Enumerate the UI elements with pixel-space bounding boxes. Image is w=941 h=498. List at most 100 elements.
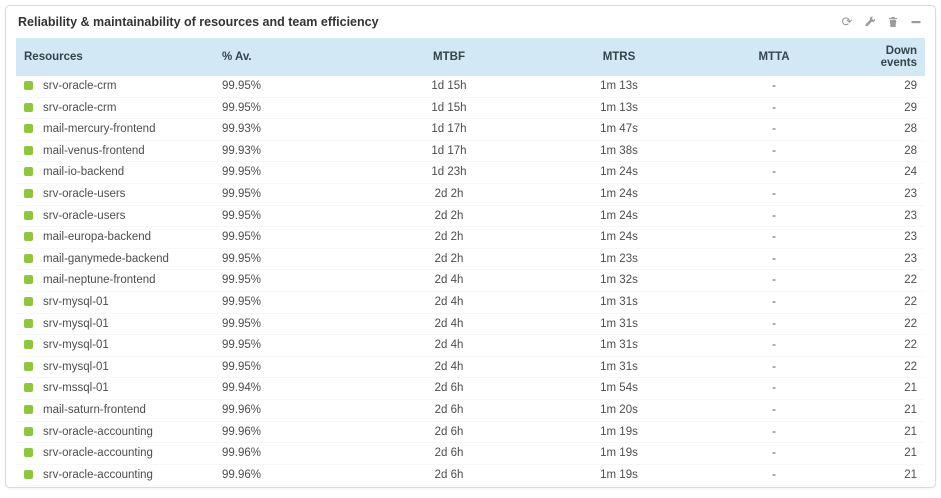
mtrs-cell: 1m 20s	[534, 399, 704, 422]
down-events-cell: 28	[844, 118, 925, 141]
mtbf-cell: 2d 6h	[364, 464, 534, 487]
widget-actions: ⟳	[840, 15, 923, 29]
down-events-cell: 22	[844, 313, 925, 336]
resource-name: mail-ganymede-backend	[43, 252, 169, 265]
availability-cell: 99.95%	[214, 226, 364, 249]
mtta-cell: -	[704, 442, 844, 465]
resource-cell: mail-mercury-frontend	[16, 118, 214, 141]
down-events-cell: 21	[844, 399, 925, 422]
availability-cell: 99.95%	[214, 183, 364, 206]
mtrs-cell: 1m 24s	[534, 205, 704, 228]
mtbf-cell: 2d 4h	[364, 356, 534, 379]
availability-cell: 99.96%	[214, 464, 364, 487]
table-row: mail-mercury-frontend 99.93% 1d 17h 1m 4…	[16, 118, 925, 141]
mtta-cell: -	[704, 485, 844, 487]
down-events-cell: 22	[844, 269, 925, 292]
mtbf-cell: 1d 17h	[364, 140, 534, 163]
availability-cell: 99.96%	[214, 399, 364, 422]
resource-cell: mail-io-backend	[16, 161, 214, 184]
mtrs-cell: 1m 24s	[534, 183, 704, 206]
column-header-mtta: MTTA	[704, 38, 844, 76]
status-ok-icon	[24, 383, 33, 393]
column-header-mtbf: MTBF	[364, 38, 534, 76]
resource-cell: mail-venus-frontend	[16, 140, 214, 163]
down-events-cell: 21	[844, 464, 925, 487]
resource-cell: srv-mysql-01	[16, 356, 214, 379]
down-events-cell: 23	[844, 248, 925, 271]
mtta-cell: -	[704, 248, 844, 271]
mtta-cell: -	[704, 377, 844, 400]
table-row: mail-neptune-frontend 99.95% 2d 4h 1m 32…	[16, 269, 925, 292]
table-row: srv-mssql-01 99.94% 2d 6h 1m 54s - 21	[16, 377, 925, 400]
status-ok-icon	[24, 253, 33, 263]
wrench-icon[interactable]	[863, 15, 877, 29]
resource-name: srv-oracle-crm	[43, 101, 117, 114]
table-row: mail-venus-frontend 99.93% 1d 17h 1m 38s…	[16, 140, 925, 163]
mtbf-cell: 2d 2h	[364, 183, 534, 206]
availability-cell: 99.93%	[214, 140, 364, 163]
mtta-cell: -	[704, 421, 844, 444]
down-events-cell: 23	[844, 183, 925, 206]
column-header-down-events: Down events	[844, 38, 925, 76]
collapse-icon[interactable]	[909, 15, 923, 29]
mtta-cell: -	[704, 183, 844, 206]
availability-cell: 99.95%	[214, 97, 364, 120]
trash-icon[interactable]	[886, 15, 900, 29]
mtbf-cell: 2d 2h	[364, 226, 534, 249]
mtrs-cell: 1m 24s	[534, 226, 704, 249]
availability-cell: 99.95%	[214, 356, 364, 379]
down-events-cell: 21	[844, 377, 925, 400]
mtta-cell: -	[704, 118, 844, 141]
mtbf-cell: 2d 2h	[364, 248, 534, 271]
resource-cell: srv-mysql-01	[16, 334, 214, 357]
mtrs-cell: 1m 19s	[534, 421, 704, 444]
mtrs-cell: 1m 54s	[534, 377, 704, 400]
table-row: srv-oracle-accounting 99.96% 2d 6h 1m 19…	[16, 421, 925, 444]
mtta-cell: -	[704, 313, 844, 336]
refresh-icon[interactable]: ⟳	[841, 14, 853, 29]
status-ok-icon	[24, 448, 33, 458]
availability-cell: 99.95%	[214, 313, 364, 336]
mtrs-cell: 1m 13s	[534, 97, 704, 120]
widget-title: Reliability & maintainability of resourc…	[18, 15, 379, 29]
column-header-mtrs: MTRS	[534, 38, 704, 76]
mtta-cell: -	[704, 399, 844, 422]
resource-name: srv-oracle-users	[43, 209, 126, 222]
mtta-cell: -	[704, 205, 844, 228]
table-row: srv-mysql-01 99.95% 2d 4h 1m 31s - 22	[16, 334, 925, 357]
mtbf-cell: 2d 6h	[364, 377, 534, 400]
mtrs-cell: 1m 31s	[534, 313, 704, 336]
resource-cell: mail-europa-backend	[16, 226, 214, 249]
mtbf-cell: 2d 4h	[364, 269, 534, 292]
resource-name: srv-oracle-accounting	[43, 468, 153, 481]
table-header-row: Resources % Av. MTBF MTRS MTTA Down even…	[16, 38, 925, 76]
resource-name: srv-mysql-01	[43, 339, 109, 352]
resource-cell: mail-neptune-frontend	[16, 269, 214, 292]
status-ok-icon	[24, 102, 33, 112]
resource-cell: mail-ganymede-backend	[16, 248, 214, 271]
down-events-cell: 28	[844, 140, 925, 163]
resource-cell: srv-oracle-crm	[16, 97, 214, 120]
mtbf-cell: 2d 4h	[364, 291, 534, 314]
availability-cell: 99.94%	[214, 377, 364, 400]
table-row: mail-europa-backend 99.95% 2d 2h 1m 24s …	[16, 226, 925, 249]
table-body: srv-oracle-crm 99.95% 1d 15h 1m 13s - 29…	[16, 76, 925, 487]
table-row: mail-ganymede-backend 99.95% 2d 2h 1m 23…	[16, 248, 925, 271]
resource-name: srv-mssql-01	[43, 382, 109, 395]
mtta-cell: -	[704, 334, 844, 357]
mtrs-cell: 1m 19s	[534, 442, 704, 465]
mtbf-cell: 2d 2h	[364, 205, 534, 228]
resource-cell: srv-oracle-users	[16, 183, 214, 206]
resource-cell: srv-mysql-01	[16, 291, 214, 314]
table-head: Resources % Av. MTBF MTRS MTTA Down even…	[16, 38, 925, 76]
table-row: mail-io-backend 99.95% 1d 23h 1m 24s - 2…	[16, 161, 925, 184]
down-events-cell: 23	[844, 226, 925, 249]
table-row: srv-mysql-01 99.95% 2d 4h 1m 31s - 22	[16, 313, 925, 336]
resource-cell: srv-mssql-01	[16, 377, 214, 400]
mtta-cell: -	[704, 291, 844, 314]
status-ok-icon	[24, 361, 33, 371]
status-ok-icon	[24, 232, 33, 242]
resource-name: srv-mysql-01	[43, 360, 109, 373]
down-events-cell: 22	[844, 291, 925, 314]
mtrs-cell: 1m 32s	[534, 269, 704, 292]
